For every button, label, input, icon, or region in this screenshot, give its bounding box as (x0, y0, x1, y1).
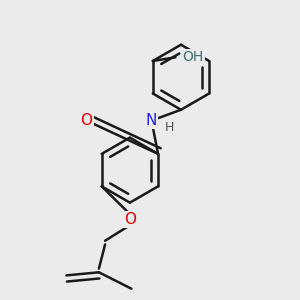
Text: OH: OH (182, 50, 203, 64)
Text: O: O (124, 212, 136, 227)
Text: H: H (165, 121, 174, 134)
Text: O: O (80, 113, 92, 128)
Text: N: N (146, 113, 157, 128)
